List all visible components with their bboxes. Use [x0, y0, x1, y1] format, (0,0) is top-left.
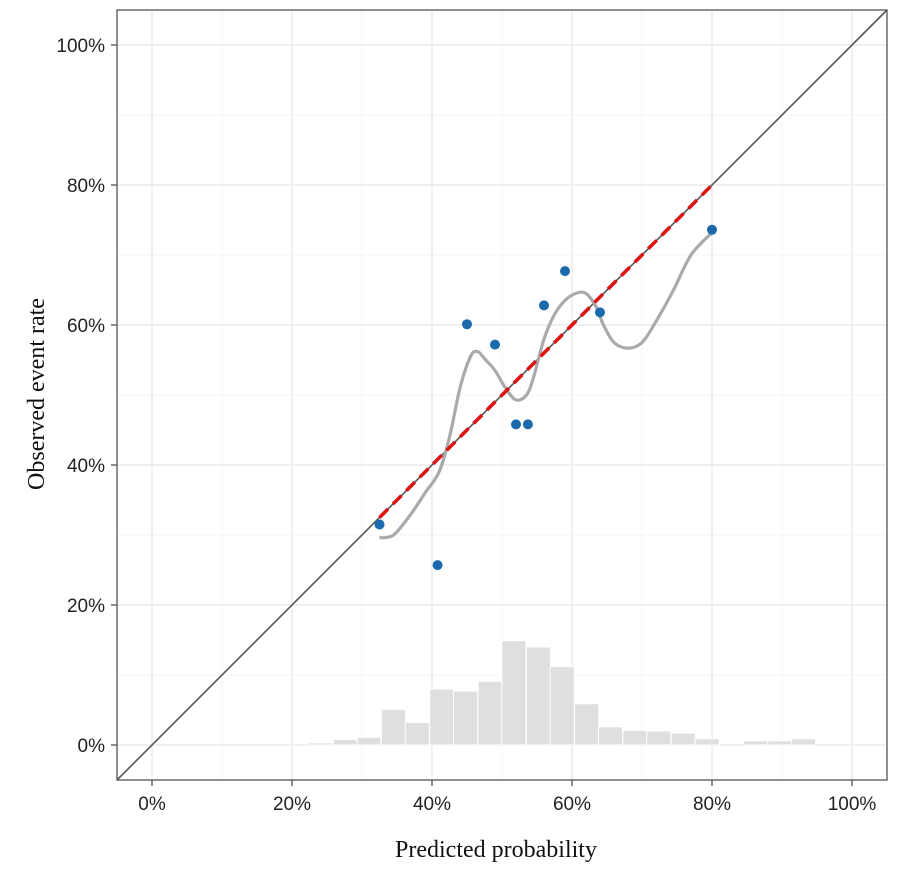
histogram-bar — [332, 738, 358, 746]
plot-panel-border — [116, 9, 888, 781]
histogram-bar — [742, 740, 768, 746]
histogram-bar — [404, 722, 430, 746]
histogram-bar — [646, 730, 672, 746]
histogram-bar — [308, 742, 334, 746]
data-point — [707, 224, 717, 235]
histogram-bar — [791, 738, 817, 746]
x-tick-label: 80% — [693, 794, 731, 815]
x-axis-ticks: 0% 20% 40% 60% 80% 100% — [138, 780, 876, 815]
histogram-bar — [525, 646, 551, 746]
histogram — [308, 640, 817, 746]
histogram-bar — [694, 738, 720, 746]
histogram-bar — [597, 726, 624, 746]
histogram-bar — [380, 708, 407, 746]
y-tick-label: 60% — [67, 316, 105, 337]
histogram-bar — [622, 729, 648, 746]
data-point — [511, 419, 521, 430]
x-tick-label: 60% — [553, 794, 591, 815]
histogram-bar — [670, 732, 696, 746]
histogram-bar — [549, 666, 575, 746]
data-point — [539, 300, 549, 311]
y-tick-label: 40% — [67, 456, 105, 477]
y-tick-label: 0% — [78, 736, 106, 757]
x-tick-label: 100% — [828, 794, 877, 815]
histogram-bar — [477, 680, 503, 746]
y-axis-ticks: 0% 20% 40% 60% 80% 100% — [56, 36, 117, 757]
y-tick-label: 80% — [67, 176, 105, 197]
histogram-bar — [356, 736, 382, 746]
data-point — [522, 419, 533, 430]
data-point — [432, 560, 443, 571]
calibration-regression-line — [378, 183, 714, 519]
histogram-bar — [453, 690, 479, 746]
x-tick-label: 20% — [273, 794, 311, 815]
histogram-bar — [429, 688, 455, 746]
x-tick-label: 0% — [138, 794, 166, 815]
histogram-bar — [767, 740, 793, 746]
x-tick-label: 40% — [413, 794, 451, 815]
histogram-bar — [574, 703, 600, 746]
data-point — [462, 319, 472, 330]
observed-points — [374, 224, 717, 571]
major-gridlines — [117, 10, 887, 780]
data-point — [490, 339, 500, 350]
y-axis-title: Observed event rate — [24, 298, 50, 490]
data-point — [374, 519, 385, 530]
histogram-bar — [501, 640, 527, 746]
data-point — [560, 266, 570, 277]
data-point — [595, 307, 605, 318]
y-tick-label: 20% — [67, 596, 105, 617]
x-axis-title: Predicted probability — [395, 837, 597, 863]
y-tick-label: 100% — [56, 36, 105, 57]
